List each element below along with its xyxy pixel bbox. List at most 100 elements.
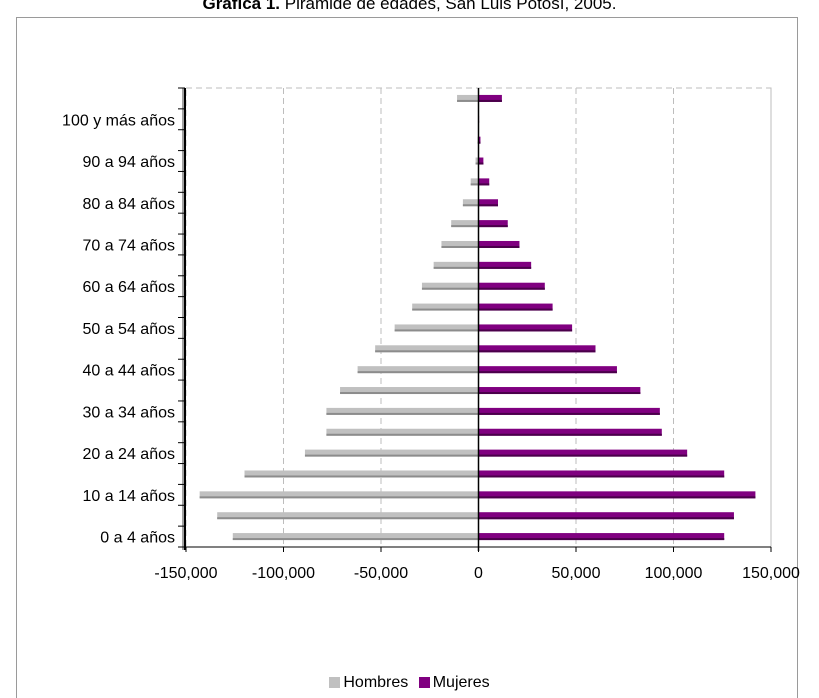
bar-hombres (232, 533, 479, 541)
bar-shadow-mujeres (478, 245, 520, 248)
bar-shadow-hombres (199, 496, 479, 499)
x-tick-label: 100,000 (645, 565, 703, 582)
bar-hombres (217, 512, 479, 520)
bar-hombres (244, 470, 479, 478)
bar-shadow-hombres (451, 225, 479, 228)
legend-label-mujeres: Mujeres (432, 674, 490, 691)
bar-shadow-mujeres (478, 141, 481, 144)
bar-hombres (394, 324, 479, 332)
bar-shadow-mujeres (478, 371, 617, 374)
bar-hombres (412, 303, 479, 311)
y-tick-label: 80 a 84 años (82, 196, 175, 213)
bar-shadow-mujeres (478, 225, 508, 228)
bar-shadow-hombres (394, 329, 479, 332)
bar-shadow-mujeres (478, 454, 688, 457)
bar-hombres (441, 240, 479, 248)
bar-shadow-hombres (232, 538, 479, 541)
bar-shadow-mujeres (478, 266, 532, 269)
y-tick-label: 60 a 64 años (82, 279, 175, 296)
bar-hombres (470, 178, 479, 186)
bar-shadow-hombres (421, 287, 479, 290)
y-tick-label: 50 a 54 años (82, 321, 175, 338)
legend-item-mujeres: Mujeres (418, 674, 490, 692)
bar-mujeres (478, 178, 490, 186)
bar-shadow-hombres (475, 162, 479, 165)
bar-shadow-mujeres (478, 287, 545, 290)
x-tick-label: -100,000 (252, 565, 315, 582)
x-tick-label: 50,000 (552, 565, 601, 582)
y-tick-label: 70 a 74 años (82, 237, 175, 254)
bar-shadow-hombres (470, 183, 479, 186)
bar-hombres (475, 157, 479, 165)
chart-legend: Hombres Mujeres (0, 674, 819, 692)
bar-mujeres (478, 533, 725, 541)
bar-shadow-hombres (441, 245, 479, 248)
bar-mujeres (478, 240, 520, 248)
bar-hombres (340, 387, 479, 395)
bar-shadow-hombres (304, 454, 479, 457)
bar-shadow-hombres (340, 392, 479, 395)
bar-mujeres (478, 449, 688, 457)
chart-title-rest: Pirámide de edades, San Luis Potosí, 200… (280, 0, 617, 13)
bar-shadow-mujeres (478, 183, 490, 186)
bar-shadow-mujeres (478, 329, 573, 332)
bar-hombres (375, 345, 479, 353)
bar-shadow-mujeres (478, 517, 734, 520)
bar-mujeres (478, 387, 641, 395)
bar-hombres (357, 366, 479, 374)
bar-mujeres (478, 94, 502, 102)
bar-hombres (326, 428, 479, 436)
legend-label-hombres: Hombres (343, 674, 409, 691)
chart-title: Gráfica 1. Pirámide de edades, San Luis … (0, 0, 819, 14)
bar-shadow-hombres (326, 412, 479, 415)
bar-mujeres (478, 470, 725, 478)
y-tick-label: 90 a 94 años (82, 154, 175, 171)
y-tick-label: 10 a 14 años (82, 488, 175, 505)
bar-shadow-hombres (412, 308, 479, 311)
x-tick-label: -150,000 (154, 565, 217, 582)
y-tick-label: 20 a 24 años (82, 446, 175, 463)
bar-mujeres (478, 428, 662, 436)
chart-frame (16, 17, 798, 698)
bar-mujeres (478, 199, 498, 207)
bar-mujeres (478, 345, 596, 353)
bar-mujeres (478, 220, 508, 228)
x-tick-label: -50,000 (354, 565, 408, 582)
bar-shadow-mujeres (478, 538, 725, 541)
bar-shadow-mujeres (478, 412, 660, 415)
bar-mujeres (478, 261, 532, 269)
x-tick-label: 0 (474, 565, 483, 582)
bar-mujeres (478, 366, 617, 374)
bar-hombres (326, 407, 479, 415)
legend-swatch-hombres (329, 677, 341, 688)
bar-shadow-hombres (462, 204, 479, 207)
bar-shadow-mujeres (478, 392, 641, 395)
bar-mujeres (478, 303, 553, 311)
bar-shadow-hombres (375, 350, 479, 353)
bar-shadow-mujeres (478, 475, 725, 478)
bar-shadow-mujeres (478, 308, 553, 311)
bar-mujeres (478, 407, 660, 415)
bar-hombres (433, 261, 479, 269)
bar-shadow-hombres (357, 371, 479, 374)
bar-mujeres (478, 136, 481, 144)
chart-title-bold: Gráfica 1. (202, 0, 281, 13)
bar-shadow-hombres (433, 266, 479, 269)
bar-shadow-mujeres (478, 350, 596, 353)
bar-hombres (421, 282, 479, 290)
bar-shadow-mujeres (478, 204, 498, 207)
bar-mujeres (478, 512, 734, 520)
x-tick-label: 150,000 (742, 565, 800, 582)
y-tick-label: 30 a 34 años (82, 404, 175, 421)
y-tick-label: 40 a 44 años (82, 363, 175, 380)
bar-shadow-mujeres (478, 433, 662, 436)
bar-shadow-mujeres (478, 99, 502, 102)
bar-shadow-mujeres (478, 162, 484, 165)
bar-shadow-mujeres (478, 496, 756, 499)
bar-shadow-hombres (457, 99, 479, 102)
bar-mujeres (478, 324, 573, 332)
legend-swatch-mujeres (418, 677, 430, 688)
bar-hombres (462, 199, 479, 207)
